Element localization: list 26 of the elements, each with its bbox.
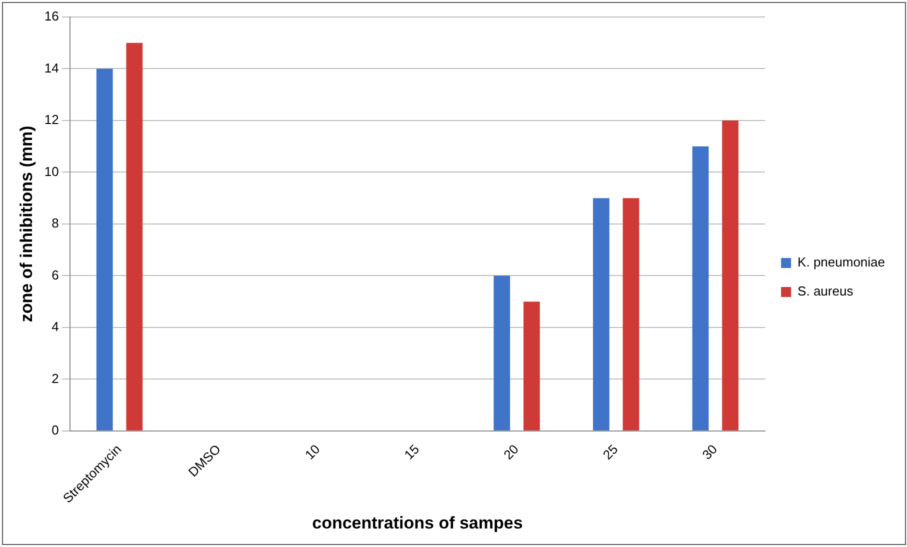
bar	[722, 120, 738, 430]
bar	[692, 146, 709, 430]
y-tick-label: 16	[44, 8, 59, 24]
bar	[96, 68, 113, 430]
bar	[126, 42, 143, 430]
y-tick-label: 6	[52, 267, 59, 282]
y-tick-label: 4	[52, 319, 59, 334]
y-tick-label: 10	[44, 164, 59, 179]
y-tick-label: 8	[52, 216, 59, 231]
bar	[494, 276, 510, 430]
bar	[622, 198, 640, 430]
x-tick-label: 20	[500, 441, 522, 462]
y-tick-label: 2	[52, 370, 59, 386]
legend-label: S. aureus	[798, 284, 854, 299]
x-axis-title: concentrations of sampes	[312, 513, 523, 532]
y-tick-label: 14	[44, 60, 59, 76]
bar	[592, 198, 610, 430]
y-axis-title: zone of inhibitions (mm)	[16, 126, 36, 322]
legend-label: K. pneumoniae	[798, 254, 885, 270]
x-tick-label: 30	[699, 441, 720, 462]
bar	[523, 302, 540, 430]
x-tick-label: 25	[600, 441, 621, 462]
y-tick-label: 12	[44, 112, 59, 128]
y-tick-label: 0	[52, 422, 59, 438]
x-tick-label: 15	[401, 441, 422, 462]
x-tick-label: 10	[302, 441, 323, 462]
